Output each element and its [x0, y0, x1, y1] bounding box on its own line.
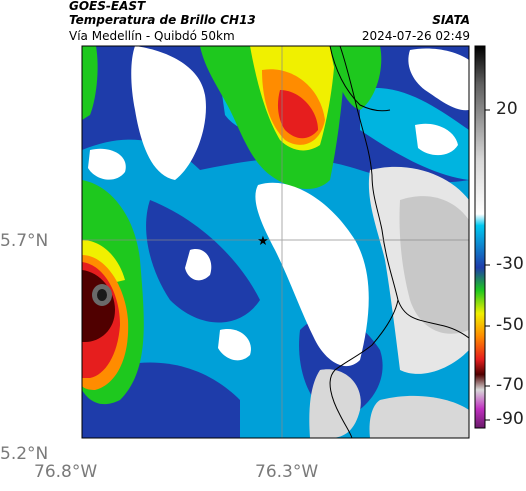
organization-label: SIATA: [432, 13, 470, 27]
product-title: Temperatura de Brillo CH13: [69, 13, 256, 27]
longitude-label-76-3: 76.3°W: [255, 462, 319, 482]
location-star-icon[interactable]: ★: [257, 234, 269, 249]
colorbar-label-20: 20: [496, 99, 518, 119]
colorbar-label-minus-90: -90: [496, 409, 524, 429]
colorbar-ticks: [485, 109, 490, 421]
region-label: Vía Medellín - Quibdó 50km: [69, 29, 235, 43]
satellite-name: GOES-EAST: [69, 0, 146, 13]
colorbar-label-minus-30: -30: [496, 254, 524, 274]
temperature-field: [82, 46, 469, 438]
timestamp-label: 2024-07-26 02:49: [361, 29, 470, 43]
grid-lines: [82, 46, 469, 438]
longitude-label-76-8: 76.8°W: [34, 462, 98, 482]
colorbar-label-minus-70: -70: [496, 375, 524, 395]
colorbar-label-minus-50: -50: [496, 315, 524, 335]
latitude-label-5-2: 5.2°N: [0, 444, 49, 464]
colorbar: [474, 45, 486, 429]
map-frame: [81, 45, 470, 439]
border-lines: [329, 46, 469, 438]
latitude-label-5-7: 5.7°N: [0, 231, 49, 251]
